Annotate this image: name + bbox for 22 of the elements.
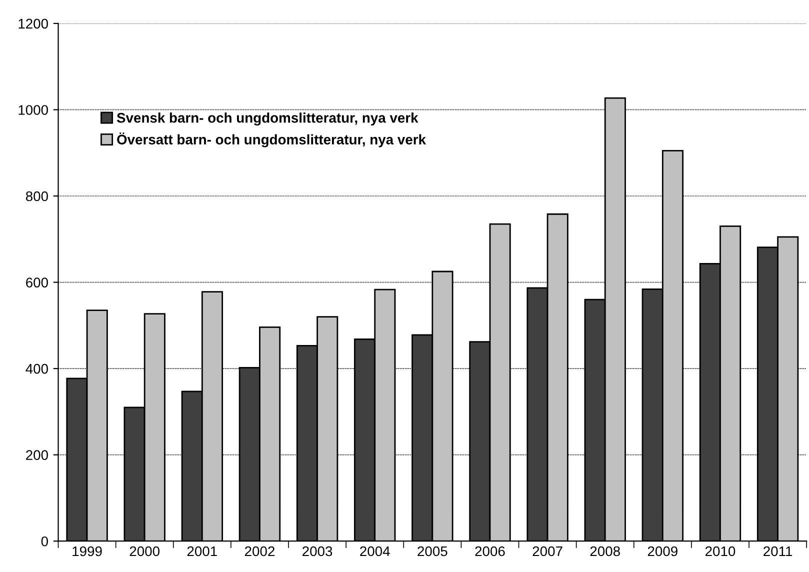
x-tick-label: 2011 [764,546,792,556]
y-tick-label: 800 [26,191,48,202]
x-tick-label: 2004 [360,546,390,556]
y-tick-label: 400 [26,364,48,374]
x-tick-label: 2008 [590,546,620,556]
x-tick-label: 2002 [244,546,274,556]
y-tick-label: 1000 [18,105,48,115]
x-tick-label: 2003 [302,546,332,556]
y-tick-label: 600 [26,278,48,288]
x-tick-label: 2000 [130,546,160,556]
x-tick-label: 2010 [705,546,736,556]
legend-label: Översatt barn- och ungdomslitteratur, nya verk [117,132,426,148]
y-tick-label: 0 [41,536,48,546]
x-tick-label: 2001 [187,546,217,556]
x-tick-label: 2006 [475,546,505,556]
x-tick-label: 1999 [72,546,102,556]
y-tick-label: 200 [26,450,48,460]
x-tick-label: 2009 [648,546,678,556]
x-tick-label: 2007 [532,546,562,556]
legend-label: Svensk barn- och ungdomslitteratur, nya verk [116,112,418,126]
y-tick-label: 1200 [18,18,48,29]
x-tick-label: 2005 [418,546,448,556]
